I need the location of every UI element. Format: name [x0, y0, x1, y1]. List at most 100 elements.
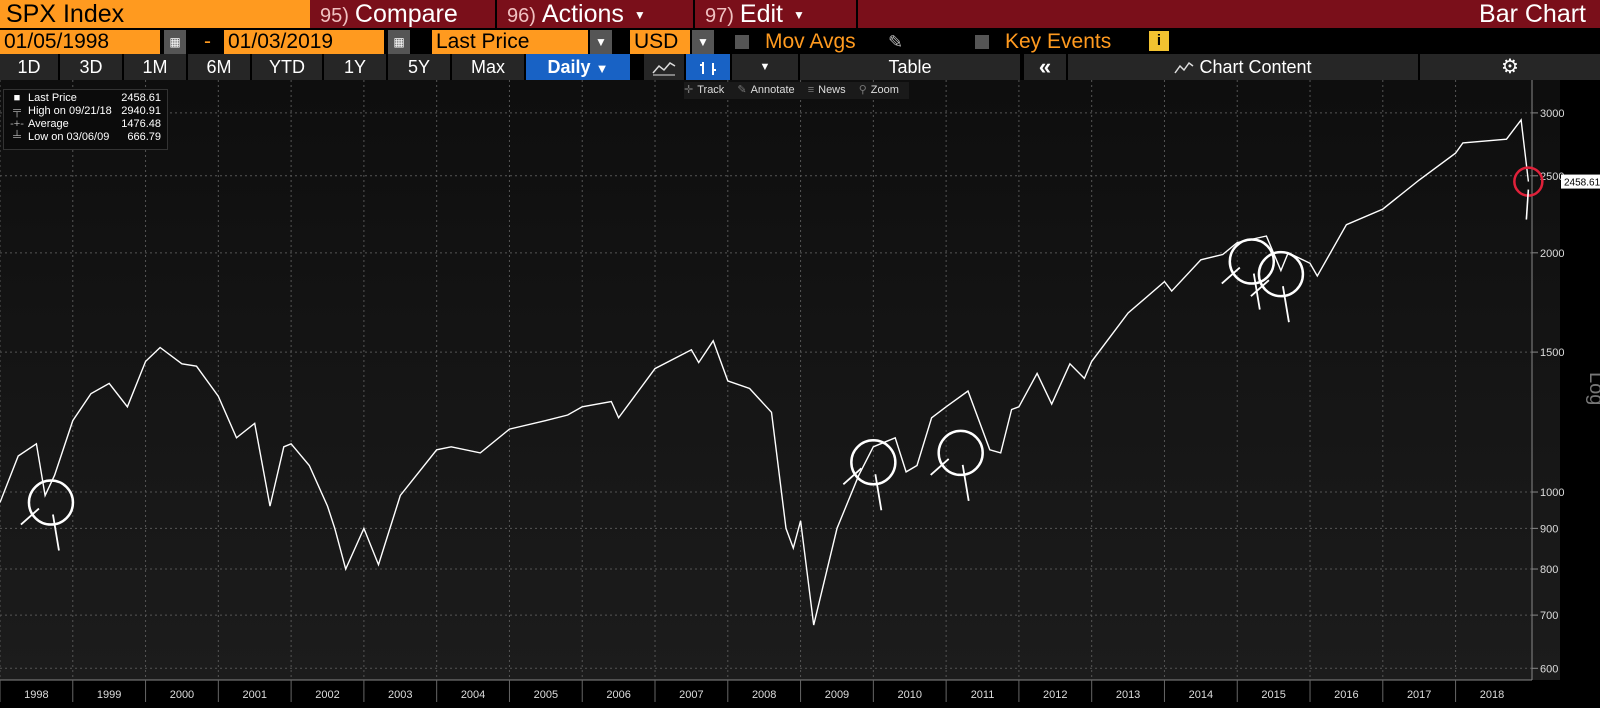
bar-chart-icon[interactable]	[686, 54, 730, 80]
average-marker-icon: -+-	[10, 118, 24, 130]
arrow-annotation	[842, 467, 862, 485]
y-tick-label: 900	[1540, 523, 1558, 535]
start-date-field[interactable]: 01/05/1998	[0, 30, 160, 54]
x-tick-label: 1998	[24, 689, 48, 701]
legend-label: Average	[28, 118, 69, 130]
range-1d-button[interactable]: 1D	[0, 54, 58, 80]
chart-type-chevron-icon[interactable]: ▼	[732, 54, 798, 80]
x-tick-label: 2014	[1189, 689, 1213, 701]
range-5y-button[interactable]: 5Y	[388, 54, 450, 80]
legend: ■ Last Price 2458.61 ╤ High on 09/21/18 …	[3, 89, 168, 150]
period-daily-dropdown[interactable]: Daily ▼	[526, 54, 630, 80]
x-tick-label: 2008	[752, 689, 776, 701]
chevron-down-icon: ▼	[595, 61, 609, 76]
arrow-annotation	[961, 464, 970, 502]
mov-avgs-label[interactable]: Mov Avgs	[765, 30, 856, 53]
x-axis: 1998 1999 2000 2001 2002 2003 2004 2005 2006 2007…	[0, 679, 1600, 703]
end-date-field[interactable]: 01/03/2019	[224, 30, 384, 54]
calendar-icon[interactable]: ▦	[164, 30, 186, 54]
key-events-label[interactable]: Key Events	[1005, 30, 1112, 53]
y-tick-label: 600	[1540, 663, 1558, 675]
arrow-annotation	[52, 514, 60, 551]
edit-menu-number: 97)	[705, 5, 734, 27]
circle-annotation	[850, 439, 897, 486]
chevron-down-icon[interactable]: ▼	[692, 30, 714, 54]
range-3d-button[interactable]: 3D	[60, 54, 122, 80]
circle-annotation	[1257, 250, 1305, 298]
chart-tools: ✛ Track ✎ Annotate ≡ News ⚲ Zoom	[684, 82, 909, 99]
title-bar: SPX Index 95) Compare 96) Actions ▼ 97) Edit…	[0, 0, 1600, 28]
zoom-tool[interactable]: Zoom	[870, 84, 899, 96]
chart-content-button[interactable]: Chart Content	[1068, 54, 1418, 80]
x-tick-label: 2000	[170, 689, 194, 701]
mov-avgs-checkbox[interactable]	[735, 35, 749, 49]
arrow-annotation	[1250, 279, 1270, 297]
collapse-icon[interactable]: «	[1024, 54, 1066, 80]
field-select[interactable]: Last Price	[432, 30, 588, 54]
x-tick-label: 2006	[606, 689, 630, 701]
pencil-icon[interactable]: ✎	[888, 32, 904, 52]
edit-menu-label: Edit	[739, 0, 783, 28]
y-axis-label: Log	[1585, 372, 1600, 405]
x-tick-label: 2012	[1043, 689, 1067, 701]
circle-annotation	[27, 479, 75, 526]
chart-type-title: Bar Chart	[858, 0, 1600, 28]
low-marker-icon: ╧	[13, 131, 21, 143]
x-tick-label: 2013	[1116, 689, 1140, 701]
ticker-field[interactable]: SPX Index	[0, 0, 310, 28]
calendar-icon[interactable]: ▦	[388, 30, 410, 54]
range-1y-button[interactable]: 1Y	[324, 54, 386, 80]
chevron-down-icon: ▼	[793, 8, 805, 23]
news-tool[interactable]: News	[818, 84, 846, 96]
price-line	[0, 118, 1530, 626]
y-tick-label: 2500	[1540, 171, 1564, 183]
compare-menu[interactable]: 95) Compare	[310, 0, 495, 28]
x-axis-band	[0, 680, 1600, 703]
square-icon: ■	[13, 92, 21, 104]
x-tick-label: 2016	[1334, 689, 1358, 701]
x-tick-label: 2017	[1407, 689, 1431, 701]
range-1m-button[interactable]: 1M	[124, 54, 186, 80]
annotate-tool[interactable]: Annotate	[750, 84, 795, 96]
chevron-down-icon[interactable]: ▼	[590, 30, 612, 54]
currency-select[interactable]: USD	[630, 30, 690, 54]
x-tick-label: 2004	[461, 689, 485, 701]
circle-annotation	[937, 429, 984, 477]
actions-menu[interactable]: 96) Actions ▼	[497, 0, 693, 28]
x-tick-label: 2005	[534, 689, 558, 701]
range-ytd-button[interactable]: YTD	[252, 54, 322, 80]
line-chart-icon[interactable]	[644, 54, 684, 80]
high-marker-icon: ╤	[13, 105, 21, 117]
x-tick-label: 2007	[679, 689, 703, 701]
crosshair-icon: ✛	[684, 84, 694, 96]
actions-menu-label: Actions	[541, 0, 624, 28]
y-tick-label: 1000	[1540, 487, 1564, 499]
track-tool[interactable]: Track	[697, 84, 725, 96]
key-events-checkbox[interactable]	[975, 35, 989, 49]
table-button[interactable]: Table	[800, 54, 1020, 80]
x-tick-label: 2015	[1261, 689, 1285, 701]
legend-value: 2458.61	[121, 92, 161, 104]
chart-content-icon	[1174, 62, 1194, 74]
arrow-annotation	[1525, 189, 1530, 220]
x-tick-label: 1999	[97, 689, 121, 701]
x-tick-label: 2010	[897, 689, 921, 701]
range-max-button[interactable]: Max	[452, 54, 524, 80]
date-range-dash: -	[204, 30, 211, 53]
arrow-annotation	[874, 474, 883, 511]
edit-menu[interactable]: 97) Edit ▼	[695, 0, 856, 28]
info-icon[interactable]: i	[1149, 31, 1169, 51]
y-tick-label: 800	[1540, 564, 1558, 576]
search-icon: ⚲	[858, 84, 867, 96]
arrow-annotation	[930, 458, 950, 476]
legend-label: Last Price	[28, 92, 77, 104]
gear-icon[interactable]: ⚙	[1420, 54, 1600, 80]
circle-annotation	[1228, 238, 1276, 285]
arrow-annotation	[20, 507, 40, 526]
x-tick-label: 2009	[825, 689, 849, 701]
chevron-down-icon: ▼	[633, 8, 646, 23]
range-6m-button[interactable]: 6M	[188, 54, 250, 80]
y-tick-label: 2000	[1540, 248, 1564, 260]
legend-value: 1476.48	[121, 118, 161, 130]
